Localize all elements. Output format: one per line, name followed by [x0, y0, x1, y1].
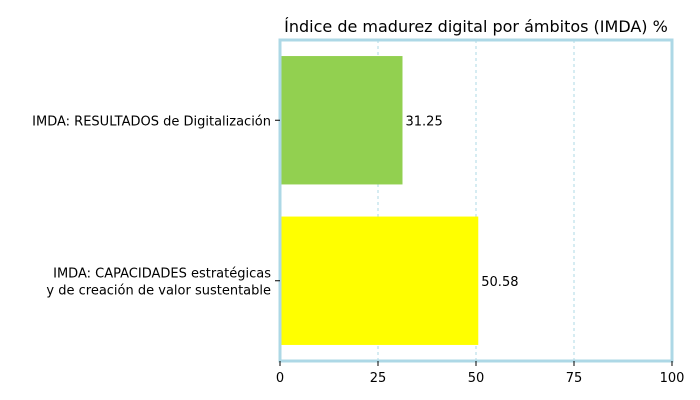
x-axis: 0 25 50 75 100 [276, 361, 685, 386]
value-label: 50.58 [481, 275, 518, 290]
x-tick-label: 100 [660, 371, 685, 386]
y-tick-label: y de creación de valor sustentable [46, 283, 271, 298]
value-label: 31.25 [406, 114, 443, 129]
value-labels: 31.25 50.58 [406, 114, 519, 290]
y-axis: IMDA: RESULTADOS de Digitalización IMDA: … [32, 114, 280, 298]
chart-title: Índice de madurez digital por ámbitos (I… [284, 17, 668, 36]
x-tick-label: 75 [566, 371, 583, 386]
bar [280, 56, 403, 185]
x-tick-label: 50 [468, 371, 485, 386]
bars [280, 56, 479, 345]
y-tick-label: IMDA: CAPACIDADES estratégicas [53, 266, 271, 281]
x-tick-label: 0 [276, 371, 284, 386]
x-tick-label: 25 [370, 371, 387, 386]
bar [280, 216, 479, 345]
y-tick-label: IMDA: RESULTADOS de Digitalización [32, 114, 271, 129]
